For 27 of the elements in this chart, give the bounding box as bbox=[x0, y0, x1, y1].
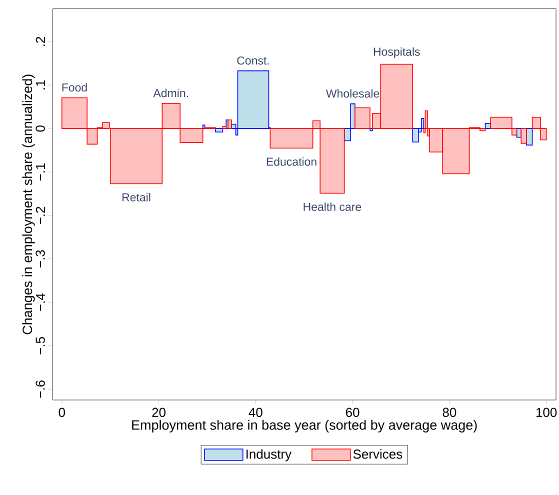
x-tick-label: 40 bbox=[248, 408, 262, 418]
y-tick-label: 0 bbox=[36, 125, 45, 132]
annotation: Education bbox=[266, 157, 316, 166]
y-axis-title: Changes in employment share (annualized) bbox=[22, 74, 35, 334]
y-tick-label: −.3 bbox=[36, 250, 45, 268]
y-tick-label: −.6 bbox=[36, 380, 45, 398]
y-tick-label: −.1 bbox=[36, 163, 45, 181]
legend-label: Services bbox=[353, 449, 402, 459]
y-tick-label: −.5 bbox=[36, 337, 45, 354]
annotation: Admin. bbox=[153, 88, 188, 98]
annotation: Hospitals bbox=[374, 47, 420, 58]
legend-label: Industry bbox=[246, 449, 292, 462]
annotation: Health care bbox=[304, 202, 362, 211]
x-tick-label: 80 bbox=[442, 408, 456, 418]
y-tick-label: −.2 bbox=[36, 206, 45, 224]
x-tick-label: 100 bbox=[536, 408, 557, 418]
x-tick-label: 60 bbox=[346, 408, 360, 418]
x-tick-label: 0 bbox=[58, 408, 66, 418]
annotation: Const. bbox=[237, 56, 269, 65]
annotation: Retail bbox=[122, 192, 150, 202]
x-tick-label: 20 bbox=[152, 408, 166, 418]
annotation: Wholesale bbox=[326, 89, 380, 98]
annotation: Food bbox=[62, 83, 87, 92]
y-tick-label: −.4 bbox=[36, 293, 45, 311]
y-tick-label: .2 bbox=[36, 36, 45, 46]
x-axis-title: Employment share in base year (sorted by average wage) bbox=[132, 420, 477, 432]
y-tick-label: .1 bbox=[36, 80, 45, 90]
